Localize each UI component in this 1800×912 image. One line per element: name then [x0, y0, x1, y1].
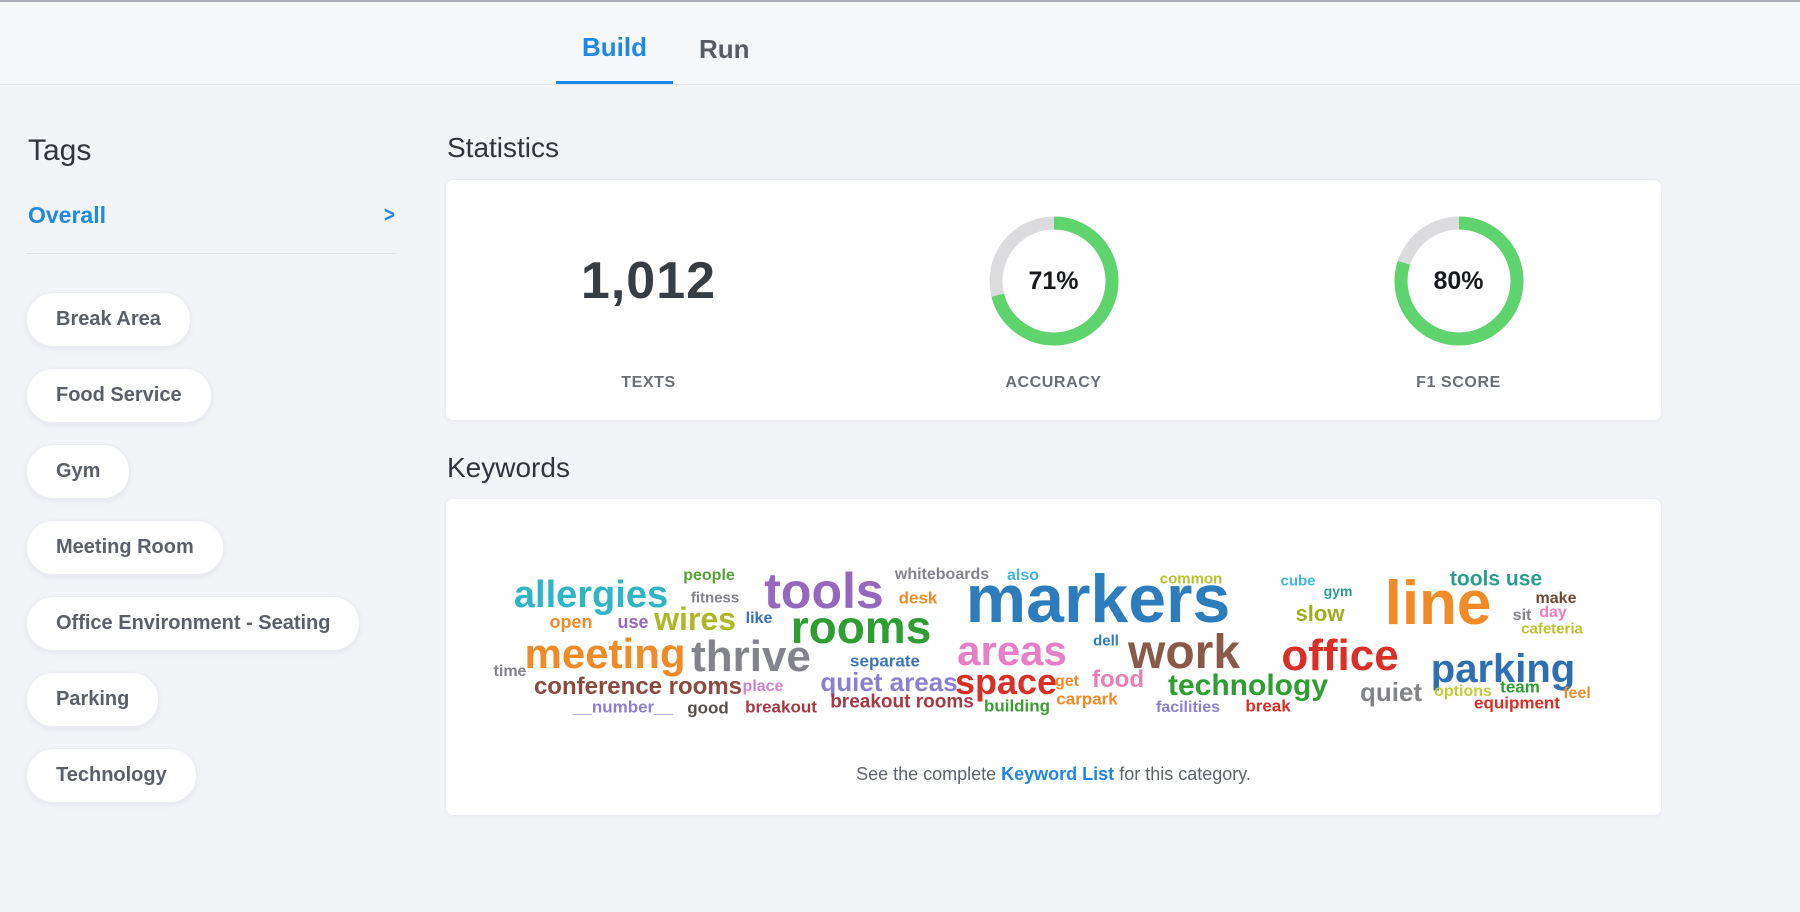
cloud-word: __number__	[572, 697, 674, 717]
tag-pill[interactable]: Parking	[26, 672, 160, 727]
main-content: Statistics 1,012 TEXTS 71% ACCURACY	[445, 84, 1662, 912]
cloud-word: technology	[1167, 669, 1329, 702]
cloud-word: slow	[1295, 601, 1345, 626]
cloud-word: common	[1159, 570, 1223, 588]
cloud-word: day	[1539, 604, 1567, 621]
cloud-word: meeting	[524, 630, 686, 677]
cloud-word: cube	[1280, 572, 1316, 590]
accuracy-value: 71%	[1028, 266, 1079, 295]
cloud-word: line	[1384, 569, 1492, 638]
sidebar: Tags Overall > Break Area Food Service Gym…	[26, 84, 398, 912]
cloud-word: space	[954, 661, 1058, 702]
cloud-word: whiteboards	[894, 566, 990, 583]
cloud-word: work	[1127, 626, 1241, 679]
cloud-word: feel	[1563, 685, 1591, 702]
cloud-word: team	[1500, 677, 1540, 697]
f1-value: 80%	[1433, 266, 1484, 295]
cloud-word: get	[1055, 673, 1079, 690]
stat-texts: 1,012 TEXTS	[446, 216, 851, 420]
cloud-word: quiet	[1359, 677, 1423, 707]
cloud-word: wires	[654, 601, 736, 637]
tag-pill[interactable]: Gym	[26, 444, 131, 499]
cloud-word: also	[1006, 567, 1040, 584]
cloud-word: open	[549, 612, 593, 632]
f1-donut-chart: 80%	[1394, 216, 1524, 346]
texts-label: TEXTS	[621, 374, 676, 391]
cloud-word: dell	[1093, 632, 1119, 650]
cloud-word: like	[745, 610, 773, 627]
cloud-word: office	[1281, 631, 1399, 680]
stat-f1: 80% F1 SCORE	[1256, 216, 1661, 420]
cloud-word: use	[617, 612, 649, 632]
cloud-word: sit	[1512, 607, 1532, 624]
cloud-word: carpark	[1056, 689, 1118, 709]
cloud-word: good	[687, 698, 729, 718]
cloud-word: quiet areas	[820, 667, 958, 697]
cloud-word: food	[1092, 666, 1144, 693]
cloud-word: facilities	[1155, 699, 1221, 716]
window-top-edge	[0, 0, 1800, 2]
cloud-word: thrive	[691, 632, 811, 681]
word-cloud: allergies people fitness open use wires like to…	[446, 499, 1661, 815]
keyword-list-link[interactable]: Keyword List	[1001, 764, 1115, 784]
cloud-word: cafeteria	[1521, 620, 1583, 638]
chevron-right-icon: >	[384, 202, 396, 227]
cloud-word: tools	[764, 563, 884, 619]
tab-build[interactable]: Build	[556, 0, 673, 84]
keywords-card: allergies people fitness open use wires like to…	[445, 498, 1662, 816]
tag-pill[interactable]: Food Service	[26, 368, 212, 423]
cloud-word: allergies	[513, 574, 669, 616]
tab-run[interactable]: Run	[699, 33, 750, 64]
keywords-footer-prefix: See the complete	[856, 764, 1002, 784]
cloud-word: equipment	[1474, 693, 1560, 713]
sidebar-divider	[26, 253, 396, 254]
cloud-word: breakout rooms	[830, 691, 974, 713]
cloud-word: desk	[898, 588, 938, 608]
cloud-word: areas	[957, 627, 1067, 674]
cloud-word: options	[1434, 683, 1492, 700]
statistics-card: 1,012 TEXTS 71% ACCURACY	[445, 179, 1662, 421]
overall-link[interactable]: Overall >	[28, 200, 396, 230]
keywords-footer: See the complete Keyword List for this c…	[446, 764, 1661, 785]
cloud-word: break	[1245, 696, 1291, 716]
cloud-word: breakout	[745, 697, 817, 717]
cloud-word: parking	[1430, 647, 1576, 691]
stat-accuracy: 71% ACCURACY	[851, 216, 1256, 420]
tag-pill-list: Break Area Food Service Gym Meeting Room Off…	[26, 292, 361, 824]
statistics-heading: Statistics	[447, 132, 560, 163]
f1-label: F1 SCORE	[1416, 374, 1501, 391]
cloud-word: gym	[1323, 583, 1353, 599]
cloud-word: building	[983, 696, 1051, 716]
cloud-word: tools use	[1449, 567, 1543, 591]
tab-bar: Build Run	[556, 0, 776, 84]
cloud-word: markers	[965, 561, 1231, 637]
cloud-word: people	[683, 567, 735, 584]
tag-pill[interactable]: Office Environment - Seating	[26, 596, 361, 651]
cloud-word: place	[742, 678, 784, 695]
texts-value: 1,012	[580, 252, 717, 310]
cloud-word: make	[1535, 590, 1577, 607]
tag-pill[interactable]: Meeting Room	[26, 520, 224, 575]
accuracy-donut-chart: 71%	[989, 216, 1119, 346]
cloud-word: fitness	[690, 589, 740, 607]
tag-pill[interactable]: Technology	[26, 748, 197, 803]
keywords-footer-suffix: for this category.	[1114, 764, 1251, 784]
tags-title: Tags	[28, 134, 92, 167]
accuracy-label: ACCURACY	[1005, 374, 1102, 391]
cloud-word: time	[493, 663, 527, 680]
keywords-heading: Keywords	[447, 452, 570, 483]
tag-pill[interactable]: Break Area	[26, 292, 191, 347]
cloud-word: rooms	[790, 601, 932, 653]
cloud-word: conference rooms	[533, 673, 743, 700]
overall-label: Overall	[28, 201, 106, 228]
cloud-word: separate	[850, 651, 920, 671]
header: Build Run	[0, 0, 1800, 85]
